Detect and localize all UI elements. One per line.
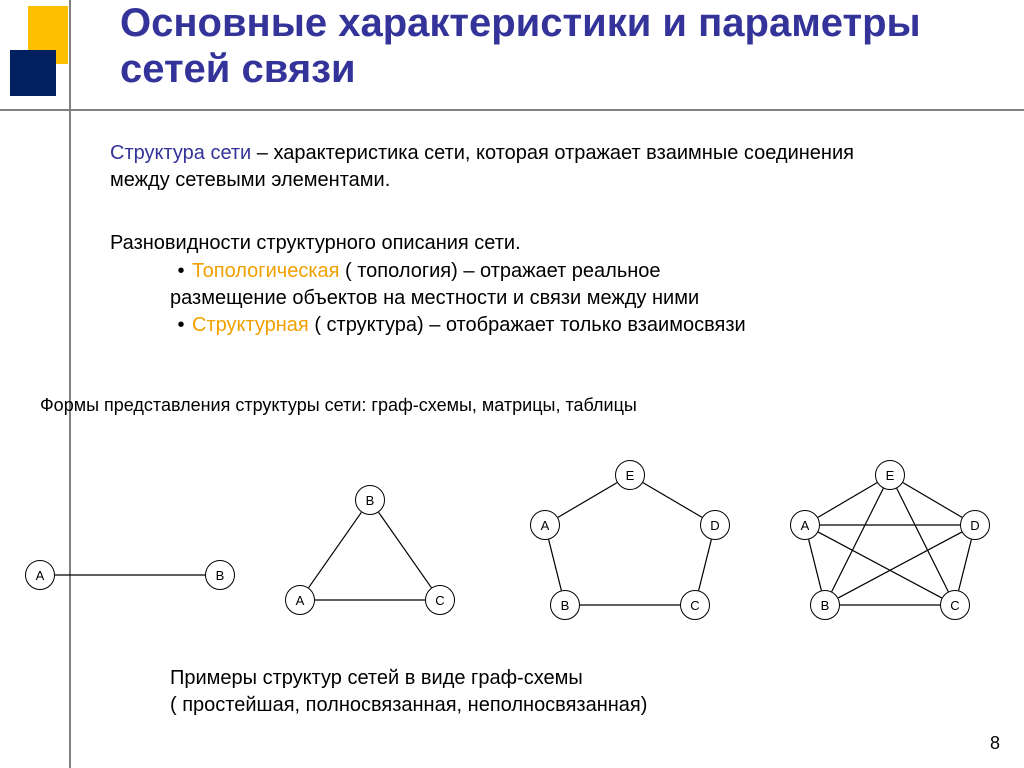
graph-node: D xyxy=(700,510,730,540)
graph-node: A xyxy=(25,560,55,590)
graph-node: B xyxy=(550,590,580,620)
graph-node: E xyxy=(875,460,905,490)
bullet-mid: ( топология) – отражает реальное xyxy=(339,260,660,282)
bullet-item: • Топологическая ( топология) – отражает… xyxy=(170,258,990,285)
graph-node: C xyxy=(940,590,970,620)
blue-square xyxy=(10,50,56,96)
bullet-mid: ( структура) – отображает только взаимос… xyxy=(309,314,746,336)
bullet-list: • Топологическая ( топология) – отражает… xyxy=(170,258,990,339)
bullet-continuation: размещение объектов на местности и связи… xyxy=(170,285,990,312)
page-number: 8 xyxy=(990,733,1000,754)
graphs-region: ABBACEADBCEADBC xyxy=(0,460,1024,660)
bullet-item: • Структурная ( структура) – отображает … xyxy=(170,312,990,339)
forms-line: Формы представления структуры сети: граф… xyxy=(40,395,940,416)
varieties-heading: Разновидности структурного описания сети… xyxy=(110,230,910,257)
caption-line-1: Примеры структур сетей в виде граф-схемы xyxy=(170,665,970,692)
definition-paragraph: Структура сети – характеристика сети, ко… xyxy=(110,140,890,194)
bullet-dot-icon: • xyxy=(170,258,192,285)
graph-node: A xyxy=(285,585,315,615)
caption-line-2: ( простейшая, полносвязанная, неполносвя… xyxy=(170,692,970,719)
graphs-caption: Примеры структур сетей в виде граф-схемы… xyxy=(170,665,970,719)
graph: B A C xyxy=(280,480,460,640)
hrule xyxy=(0,109,1024,111)
graph-node: C xyxy=(680,590,710,620)
graph-node: B xyxy=(355,485,385,515)
bullet-lead: Топологическая xyxy=(192,260,339,282)
graph-node: A xyxy=(530,510,560,540)
graph: AB xyxy=(20,515,250,615)
definition-lead: Структура сети xyxy=(110,142,251,164)
bullet-lead: Структурная xyxy=(192,314,309,336)
slide-title: Основные характеристики и параметры сете… xyxy=(120,0,1000,92)
graph-node: C xyxy=(425,585,455,615)
bullet-dot-icon: • xyxy=(170,312,192,339)
graph-node: A xyxy=(790,510,820,540)
graph-node: B xyxy=(810,590,840,620)
graph: E A D B C xyxy=(780,460,1000,640)
graph-node: B xyxy=(205,560,235,590)
graph-node: E xyxy=(615,460,645,490)
graph: E A D B C xyxy=(520,460,740,640)
header-logo xyxy=(0,0,80,120)
graph-node: D xyxy=(960,510,990,540)
